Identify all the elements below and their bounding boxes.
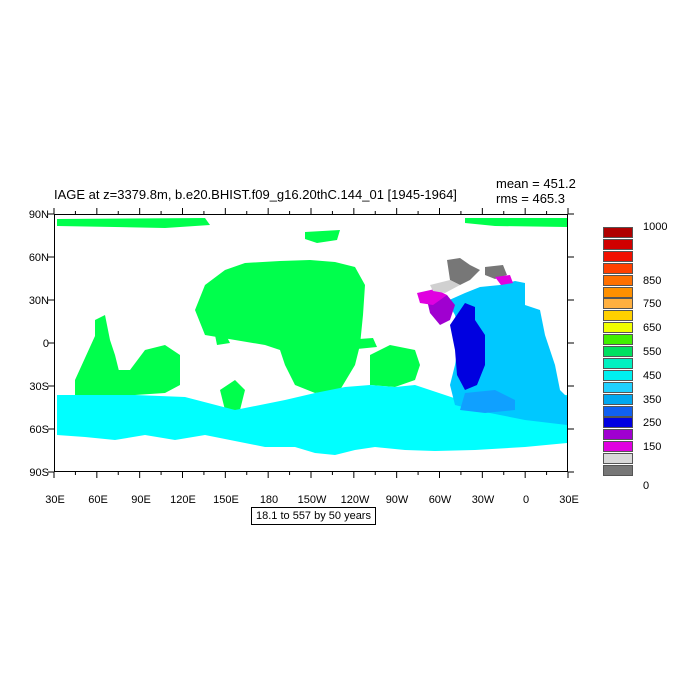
lon-label: 30E — [559, 494, 579, 506]
colorbar-swatch — [603, 286, 633, 298]
atlantic-mid-region — [460, 390, 515, 413]
indian-ocean-region — [75, 325, 180, 397]
coral-sea-region — [215, 333, 230, 345]
nordic-seas-light-region — [430, 280, 460, 293]
lon-label: 150W — [297, 494, 327, 506]
colorbar-swatch — [603, 298, 633, 310]
colorbar-label: 650 — [643, 322, 662, 335]
arctic-region — [57, 218, 210, 228]
lon-label: 90E — [131, 494, 151, 506]
colorbar-swatch — [603, 250, 633, 262]
lon-label: 90W — [385, 494, 409, 506]
lon-label: 180 — [259, 494, 279, 506]
lon-label: 30W — [471, 494, 495, 506]
colorbar-swatch — [603, 429, 633, 441]
colorbar-swatch — [603, 465, 633, 476]
colorbar-swatch — [603, 346, 633, 357]
colorbar-swatch — [603, 227, 633, 238]
colorbar-label: 150 — [643, 441, 662, 454]
greenland-magenta-region — [495, 275, 513, 285]
colorbar-swatch — [603, 393, 633, 405]
colorbar-label: 850 — [643, 274, 662, 287]
colorbar-swatch — [603, 334, 633, 346]
colorbar-swatch — [603, 381, 633, 393]
lat-label: 30S — [29, 381, 49, 393]
colorbar-label: 450 — [643, 369, 662, 382]
colorbar-swatch — [603, 262, 633, 274]
colorbar-swatch — [603, 274, 633, 286]
lon-label: 120W — [340, 494, 370, 506]
colorbar-label: 550 — [643, 345, 662, 358]
pacific-region — [195, 260, 365, 393]
lon-label: 60W — [428, 494, 452, 506]
arctic-patch-region — [485, 265, 507, 279]
arctic-region-2 — [305, 230, 340, 243]
colorbar-swatch — [603, 453, 633, 465]
colorbar-label: 1000 — [643, 221, 668, 233]
plot-title: IAGE at z=3379.8m, b.e20.BHIST.f09_g16.2… — [54, 187, 457, 202]
tasman-region — [220, 380, 245, 410]
rms-stat: rms = 465.3 — [496, 191, 566, 206]
lon-label: 150E — [213, 494, 239, 506]
lon-label: 30E — [45, 494, 65, 506]
atlantic-magenta-region — [417, 289, 447, 305]
contour-range-note: 18.1 to 557 by 50 years — [251, 507, 376, 525]
galapagos-region — [345, 338, 377, 350]
colorbar-label: 250 — [643, 417, 662, 430]
arctic-region-3 — [465, 218, 567, 227]
lat-label: 60S — [29, 424, 49, 436]
east-pacific-region — [370, 345, 420, 387]
colorbar-label: 750 — [643, 298, 662, 311]
atlantic-deep-blue-region — [450, 303, 485, 390]
mean-stat: mean = 451.2 — [496, 176, 576, 191]
map-frame: 90N 60N 30N 0 30S 60S 90S 30E 60E 90E 12… — [29, 209, 579, 506]
lat-label: 60N — [28, 252, 49, 264]
colorbar-swatch — [603, 238, 633, 250]
southern-ocean-region — [57, 385, 567, 455]
colorbar-swatch — [603, 357, 633, 369]
colorbar-label: 0 — [643, 479, 650, 492]
nordic-seas-dark-region — [447, 258, 480, 285]
lon-label: 0 — [522, 494, 530, 506]
lat-label: 30N — [28, 295, 49, 307]
colorbar-label: 350 — [643, 393, 662, 406]
lat-label: 90S — [29, 467, 49, 479]
lon-label: 60E — [88, 494, 108, 506]
colorbar-swatch — [603, 405, 633, 417]
lat-label: 0 — [42, 338, 49, 350]
colorbar-swatch — [603, 322, 633, 334]
colorbar-swatch — [603, 310, 633, 322]
colorbar-swatch — [603, 417, 633, 429]
atlantic-region — [447, 281, 567, 425]
colorbar-swatch — [603, 441, 633, 453]
lon-label: 120E — [170, 494, 196, 506]
colorbar-swatch — [603, 369, 633, 381]
ocean-age-map — [57, 218, 567, 455]
lat-label: 90N — [28, 209, 49, 221]
